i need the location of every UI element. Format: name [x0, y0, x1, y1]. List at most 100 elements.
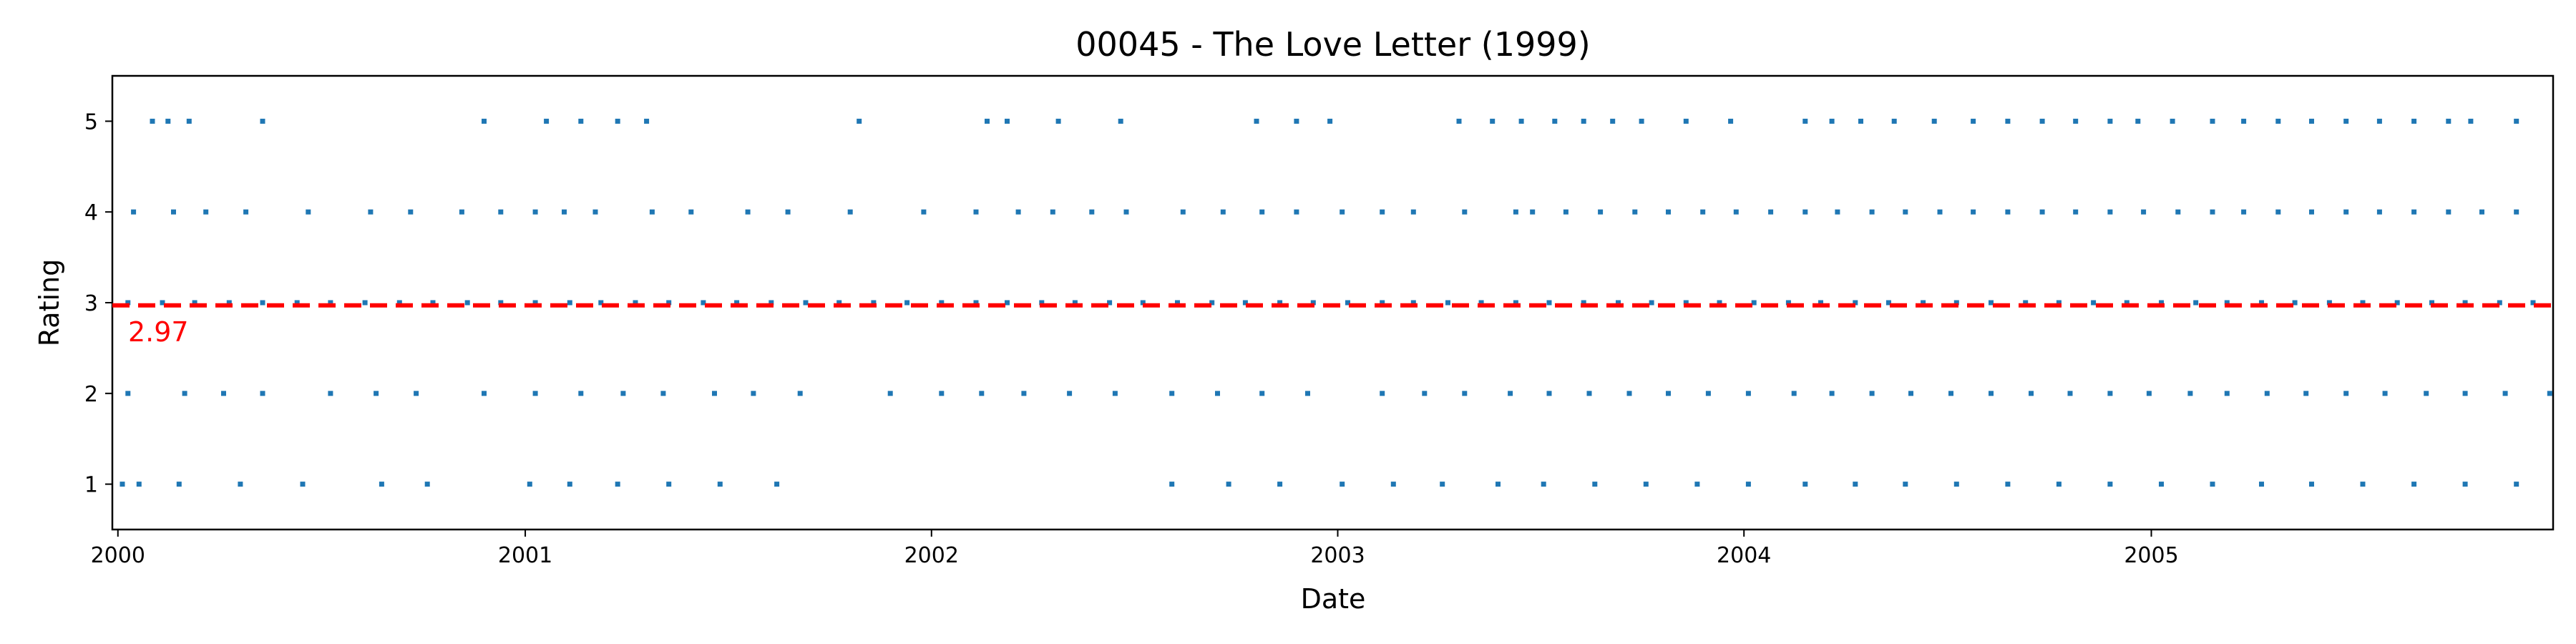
data-point-r4-47	[2039, 209, 2045, 215]
data-point-r2-21	[1169, 391, 1175, 396]
data-point-r3-43	[1581, 300, 1586, 306]
data-point-r5-8	[644, 118, 650, 124]
data-point-r2-31	[1626, 391, 1632, 396]
data-point-r3-48	[1751, 300, 1757, 306]
data-point-r5-32	[2005, 118, 2011, 124]
data-point-r1-5	[379, 482, 384, 487]
data-point-r2-17	[979, 391, 985, 396]
data-point-r4-36	[1666, 209, 1671, 215]
data-point-r4-46	[2005, 209, 2011, 215]
data-point-r1-35	[2309, 482, 2314, 487]
data-point-r1-15	[1277, 482, 1283, 487]
data-point-r3-44	[1616, 300, 1621, 306]
data-point-r3-50	[1818, 300, 1823, 306]
data-point-r2-20	[1112, 391, 1118, 396]
data-point-r2-38	[1908, 391, 1913, 396]
data-point-r5-45	[2446, 118, 2451, 124]
data-point-r2-36	[1829, 391, 1835, 396]
data-point-r2-7	[482, 391, 487, 396]
data-point-r4-28	[1380, 209, 1385, 215]
data-point-r3-2	[192, 300, 197, 306]
data-point-r1-17	[1390, 482, 1396, 487]
data-point-r4-24	[1220, 209, 1226, 215]
data-point-r3-35	[1310, 300, 1316, 306]
data-point-r1-37	[2411, 482, 2417, 487]
data-point-r4-6	[408, 209, 414, 215]
data-point-r3-21	[836, 300, 842, 306]
data-point-r2-5	[374, 391, 379, 396]
data-point-r5-36	[2135, 118, 2141, 124]
data-point-r2-19	[1067, 391, 1073, 396]
x-tick-label-2: 2002	[904, 543, 959, 568]
data-point-r4-31	[1513, 209, 1518, 215]
data-point-r3-7	[362, 300, 368, 306]
data-point-r5-43	[2376, 118, 2382, 124]
data-point-r1-8	[567, 482, 572, 487]
data-point-r3-68	[2429, 300, 2434, 306]
data-point-r5-18	[1490, 118, 1496, 124]
data-point-r3-1	[160, 300, 165, 306]
data-point-r4-33	[1563, 209, 1568, 215]
data-point-r4-59	[2446, 209, 2451, 215]
data-point-r1-6	[424, 482, 430, 487]
data-point-r1-29	[2005, 482, 2011, 487]
data-point-r2-24	[1305, 391, 1310, 396]
y-axis-label: Rating	[34, 259, 65, 347]
data-point-r5-0	[150, 118, 155, 124]
data-point-r4-10	[562, 209, 567, 215]
data-point-r5-40	[2275, 118, 2281, 124]
data-point-r1-31	[2107, 482, 2113, 487]
data-point-r2-9	[578, 391, 584, 396]
data-point-r5-37	[2170, 118, 2175, 124]
data-point-r3-26	[1005, 300, 1010, 306]
data-point-r4-35	[1632, 209, 1638, 215]
data-point-r4-11	[592, 209, 598, 215]
data-point-r4-2	[203, 209, 209, 215]
data-point-r2-11	[660, 391, 666, 396]
data-point-r4-17	[921, 209, 927, 215]
data-point-r5-7	[615, 118, 620, 124]
y-tick-label-1: 2	[84, 382, 98, 407]
chart-title: 00045 - The Love Letter (1999)	[1075, 25, 1590, 64]
data-point-r3-64	[2292, 300, 2298, 306]
data-point-r3-9	[430, 300, 436, 306]
data-point-r2-39	[1948, 391, 1953, 396]
data-point-r3-60	[2159, 300, 2164, 306]
data-point-r2-16	[939, 391, 945, 396]
data-point-r1-16	[1340, 482, 1345, 487]
data-point-r1-20	[1541, 482, 1546, 487]
y-tick-label-4: 5	[84, 109, 98, 135]
data-point-r1-33	[2210, 482, 2215, 487]
data-point-r3-37	[1380, 300, 1385, 306]
data-point-r1-14	[1226, 482, 1231, 487]
data-point-r1-10	[666, 482, 672, 487]
data-point-r5-15	[1294, 118, 1299, 124]
data-point-r5-33	[2039, 118, 2045, 124]
data-point-r3-45	[1649, 300, 1654, 306]
data-point-r2-50	[2382, 391, 2388, 396]
data-point-r3-5	[294, 300, 300, 306]
data-point-r2-15	[887, 391, 893, 396]
data-point-r5-3	[260, 118, 265, 124]
data-point-r1-3	[238, 482, 243, 487]
data-point-r2-12	[712, 391, 717, 396]
data-point-r4-1	[171, 209, 176, 215]
data-point-r1-34	[2259, 482, 2264, 487]
data-point-r3-61	[2193, 300, 2199, 306]
data-point-r4-57	[2376, 209, 2382, 215]
data-point-r2-27	[1462, 391, 1468, 396]
data-point-r2-37	[1869, 391, 1875, 396]
data-point-r4-27	[1340, 209, 1345, 215]
data-point-r3-19	[769, 300, 774, 306]
data-point-r5-31	[1971, 118, 1976, 124]
data-point-r4-21	[1089, 209, 1095, 215]
data-point-r3-51	[1853, 300, 1858, 306]
data-point-r2-0	[125, 391, 131, 396]
data-point-r4-14	[745, 209, 751, 215]
data-point-r4-50	[2141, 209, 2147, 215]
data-point-r1-12	[774, 482, 780, 487]
data-point-r3-53	[1921, 300, 1926, 306]
data-point-r1-28	[1953, 482, 1959, 487]
data-point-r1-1	[136, 482, 142, 487]
data-point-r1-39	[2514, 482, 2519, 487]
